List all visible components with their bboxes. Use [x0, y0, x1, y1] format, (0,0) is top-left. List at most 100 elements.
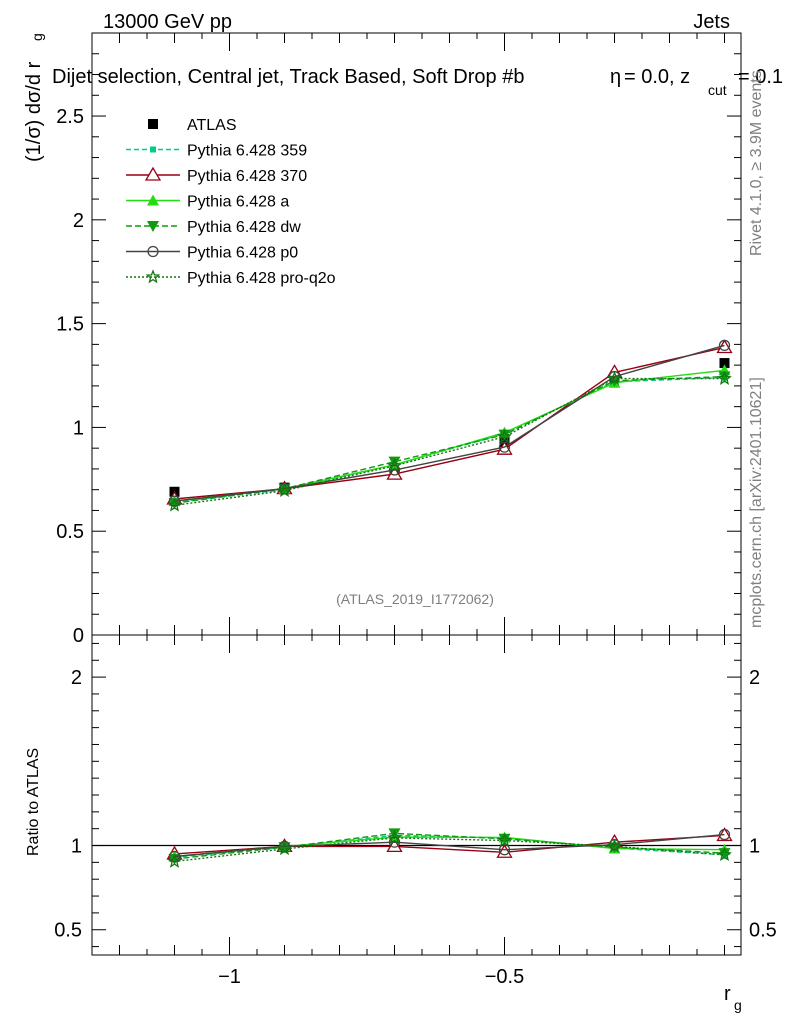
selection-end: = 0.1	[738, 66, 783, 88]
main-y-tick-label: 0	[73, 625, 84, 647]
series-line	[174, 369, 725, 502]
series-line	[174, 834, 725, 855]
series-pythia-6-428-370	[166, 339, 733, 505]
series-line	[174, 346, 725, 500]
selection-sub: cut	[708, 82, 727, 98]
ratio-y-tick-label-right: 1	[749, 836, 760, 858]
series-pythia-6-428-dw	[168, 828, 731, 865]
main-y-tick-label: 2	[73, 210, 84, 232]
main-axis-ticks: 0 0.5 1 1.5 2 2.5	[56, 33, 741, 647]
data-point	[167, 853, 182, 868]
legend-item: Pythia 6.428 pro-q2o	[126, 269, 336, 287]
beta-symbol: η	[610, 66, 621, 88]
series-line	[174, 832, 725, 860]
data-point	[718, 828, 731, 841]
series-line	[174, 377, 725, 506]
legend-item: Pythia 6.428 dw	[126, 219, 301, 236]
data-point	[168, 495, 181, 507]
mcplots-label: mcplots.cern.ch [arXiv:2401.10621]	[748, 377, 765, 628]
legend-label: Pythia 6.428 359	[187, 143, 307, 160]
data-point	[498, 844, 511, 856]
data-point	[277, 482, 292, 498]
main-y-axis-title-sub: g	[29, 33, 45, 41]
data-point	[607, 370, 622, 385]
ratio-y-axis-title: Ratio to ATLAS	[25, 748, 42, 856]
legend-item: Pythia 6.428 a	[126, 194, 289, 211]
legend-label: Pythia 6.428 p0	[187, 245, 298, 262]
ratio-plot-frame	[91, 634, 742, 956]
selection-main: Dijet selection, Central jet, Track Base…	[52, 66, 524, 88]
legend: ATLAS Pythia 6.428 359 Pythia 6.428 370 Pyt…	[126, 117, 336, 287]
data-point	[718, 371, 731, 383]
data-point	[277, 841, 292, 856]
legend-label: ATLAS	[187, 117, 237, 134]
legend-item: Pythia 6.428 359	[126, 143, 307, 160]
legend-item: Pythia 6.428 370	[126, 166, 307, 185]
data-point	[719, 358, 730, 369]
ratio-y-tick-label-right: 2	[749, 667, 760, 689]
data-point	[497, 428, 512, 444]
data-point	[498, 429, 511, 441]
main-series-layer	[166, 339, 733, 512]
series-pythia-6-428-359	[171, 374, 728, 506]
series-line	[174, 376, 725, 503]
rivet-label: Rivet 4.1.0, ≥ 3.9M events	[748, 70, 765, 256]
data-point	[498, 833, 511, 845]
series-line	[174, 837, 725, 863]
series-line	[174, 375, 725, 504]
legend-marker	[147, 221, 159, 232]
data-point	[496, 843, 513, 858]
ratio-series-layer	[166, 827, 733, 868]
legend-label: Pythia 6.428 dw	[187, 219, 301, 236]
data-point	[388, 456, 401, 468]
series-pythia-6-428-dw	[168, 371, 731, 510]
series-line	[174, 833, 725, 858]
legend-marker	[147, 245, 159, 258]
data-point	[388, 836, 401, 848]
ratio-y-tick-label: 1	[71, 836, 82, 858]
main-y-tick-label: 1.5	[56, 314, 84, 336]
series-line	[174, 344, 725, 502]
series-pythia-6-428-a	[168, 364, 731, 507]
analysis-watermark: (ATLAS_2019_I1772062)	[336, 591, 494, 607]
legend-marker	[150, 146, 156, 153]
legend-marker	[145, 269, 161, 284]
x-axis-title: r	[724, 983, 731, 1005]
data-point	[607, 838, 622, 853]
main-y-tick-label: 2.5	[56, 106, 84, 128]
legend-label: Pythia 6.428 a	[187, 194, 289, 211]
data-point	[388, 464, 401, 476]
selection-tail: = 0.0, z	[624, 66, 690, 88]
data-point	[388, 828, 401, 840]
ratio-y-tick-label: 0.5	[54, 920, 82, 942]
data-point	[278, 842, 291, 854]
legend-marker	[147, 194, 159, 206]
data-point	[718, 339, 731, 352]
legend-item: Pythia 6.428 p0	[126, 245, 298, 262]
x-tick-label: −1	[218, 966, 241, 988]
ratio-axis-ticks: 0.5 0.5 1 1 2 2 −1 −0.5	[54, 635, 777, 988]
legend-marker	[148, 119, 158, 129]
series-pythia-6-428-pro-q2o	[167, 370, 732, 512]
data-point	[387, 457, 402, 473]
data-point	[498, 441, 511, 453]
header-left: 13000 GeV pp	[103, 11, 232, 33]
legend-marker	[144, 166, 162, 181]
header-right: Jets	[693, 11, 730, 33]
x-axis-title-sub: g	[734, 997, 742, 1013]
legend-label: Pythia 6.428 pro-q2o	[187, 270, 336, 287]
main-y-tick-label: 0.5	[56, 521, 84, 543]
series-pythia-6-428-370	[166, 827, 733, 860]
ratio-y-tick-label: 2	[71, 667, 82, 689]
selection-label: Dijet selection, Central jet, Track Base…	[52, 66, 524, 88]
legend-item: ATLAS	[148, 117, 237, 134]
data-point	[717, 370, 732, 385]
legend-label: Pythia 6.428 370	[187, 168, 307, 185]
ratio-y-tick-label-right: 0.5	[749, 920, 777, 942]
main-y-axis-title: (1/σ) dσ/d r	[23, 61, 45, 162]
data-point	[387, 830, 402, 845]
data-point	[497, 832, 512, 847]
main-y-tick-label: 1	[73, 417, 84, 439]
data-point	[718, 848, 731, 860]
